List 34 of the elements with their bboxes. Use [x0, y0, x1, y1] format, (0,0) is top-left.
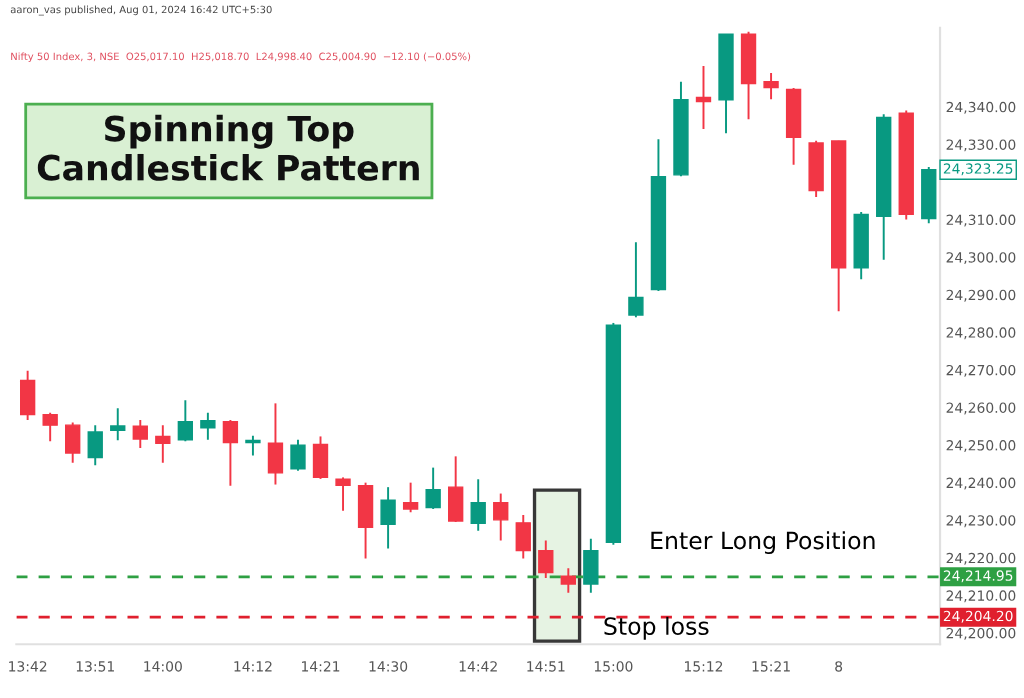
candlestick [538, 539, 554, 580]
candlestick [19, 369, 36, 421]
candlestick [155, 424, 171, 464]
candlestick [267, 402, 284, 486]
candlestick [245, 434, 261, 457]
candlestick [695, 64, 712, 130]
candlestick [290, 438, 306, 472]
candlestick [402, 481, 419, 514]
candlestick [380, 486, 396, 550]
candlestick [132, 418, 148, 450]
candlestick [335, 476, 351, 512]
candlestick [560, 567, 576, 594]
candlestick [65, 421, 81, 464]
candlestick [110, 407, 126, 442]
candlestick [222, 418, 239, 487]
candlestick [312, 435, 329, 480]
candlestick [448, 455, 464, 524]
candlestick [583, 537, 599, 594]
candlestick [357, 481, 374, 560]
candlestick [177, 399, 194, 443]
candlestick [515, 514, 531, 560]
candlestick [763, 72, 779, 101]
candlestick [808, 139, 824, 199]
candlestick [470, 478, 486, 532]
candlestick [42, 411, 58, 443]
candlestick [87, 424, 103, 467]
candlestick [785, 87, 802, 166]
text: Spinning Top Candlestick Pattern [37, 114, 419, 181]
annotation: Stop loss [604, 616, 709, 640]
candlestick [628, 241, 644, 319]
candlestick [425, 466, 441, 510]
candlestick [200, 411, 216, 441]
candlestick [493, 492, 509, 542]
annotation: Enter Long Position [651, 531, 875, 554]
